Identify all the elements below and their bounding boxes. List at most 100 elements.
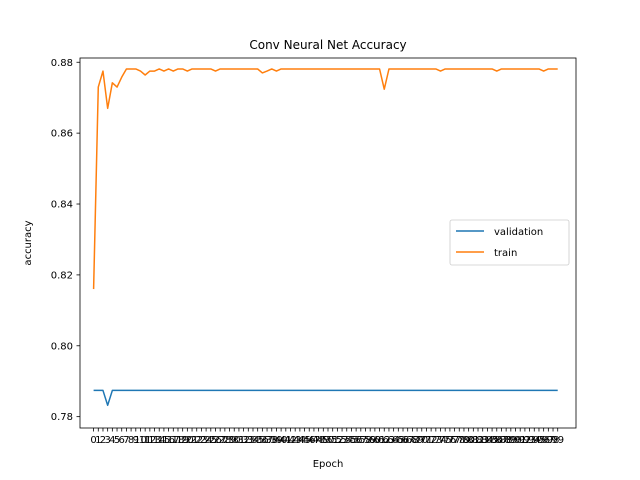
x-tick-label: 3	[104, 435, 110, 446]
x-tick-label: 40	[275, 435, 288, 446]
legend: validation train	[449, 219, 570, 266]
x-tick-label: 33	[242, 435, 255, 446]
x-tick-label: 1	[95, 435, 101, 446]
x-tick-label: 27	[214, 435, 227, 446]
x-tick-label: 76	[444, 435, 457, 446]
series-line-validation	[93, 389, 558, 407]
x-tick-label: 36	[256, 435, 269, 446]
x-tick-label: 61	[373, 435, 386, 446]
x-tick-label: 87	[495, 435, 508, 446]
x-tick-label: 71	[420, 435, 433, 446]
x-tick-label: 75	[439, 435, 452, 446]
x-tick-label: 26	[209, 435, 222, 446]
x-tick-label: 90	[509, 435, 522, 446]
x-tick-label: 39	[270, 435, 283, 446]
x-tick-label: 2	[100, 435, 106, 446]
x-tick-label: 73	[429, 435, 442, 446]
x-tick-label: 37	[261, 435, 274, 446]
series-line-train	[92, 68, 558, 290]
x-tick-label: 7	[123, 435, 129, 446]
x-tick-label: 74	[434, 435, 447, 446]
legend-label-validation: validation	[494, 227, 543, 238]
x-tick-label: 51	[326, 435, 339, 446]
x-tick-label: 30	[228, 435, 241, 446]
x-tick-label: 81	[467, 435, 480, 446]
x-tick-label: 50	[322, 435, 335, 446]
x-tick-label: 41	[279, 435, 292, 446]
x-tick-label: 54	[340, 435, 353, 446]
x-tick-label: 60	[369, 435, 382, 446]
x-tick-label: 43	[289, 435, 302, 446]
x-tick-label: 57	[354, 435, 367, 446]
x-tick-label: 11	[139, 435, 152, 446]
x-tick-label: 69	[411, 435, 424, 446]
x-tick-label: 45	[298, 435, 311, 446]
x-tick-label: 17	[167, 435, 180, 446]
x-tick-label: 35	[251, 435, 264, 446]
y-axis-label: accuracy	[23, 220, 34, 265]
x-tick-label: 53	[336, 435, 349, 446]
x-tick-label: 15	[158, 435, 171, 446]
x-tick-label: 19	[176, 435, 189, 446]
y-tick-label: 0.80	[51, 341, 73, 352]
x-tick-label: 72	[425, 435, 438, 446]
x-tick-label: 12	[143, 435, 156, 446]
x-tick-label: 96	[537, 435, 550, 446]
x-tick-label: 10	[134, 435, 147, 446]
y-axis-ticks: 0.78 0.80 0.82 0.84 0.86 0.88	[51, 58, 80, 423]
x-tick-label: 32	[237, 435, 250, 446]
x-tick-label: 62	[378, 435, 391, 446]
x-tick-label: 38	[265, 435, 278, 446]
x-tick-label: 29	[223, 435, 236, 446]
x-tick-label: 99	[551, 435, 564, 446]
x-tick-label: 44	[294, 435, 307, 446]
x-tick-label: 95	[533, 435, 546, 446]
x-tick-label: 25	[204, 435, 217, 446]
y-tick-label: 0.88	[51, 58, 73, 69]
x-tick-label: 34	[247, 435, 260, 446]
x-tick-label: 77	[448, 435, 461, 446]
x-tick-label: 91	[514, 435, 527, 446]
x-tick-label: 23	[195, 435, 208, 446]
x-tick-label: 68	[406, 435, 419, 446]
x-tick-label: 8	[128, 435, 134, 446]
x-tick-label: 89	[504, 435, 517, 446]
y-tick-label: 0.82	[51, 270, 73, 281]
x-tick-label: 94	[528, 435, 541, 446]
x-tick-label: 46	[303, 435, 316, 446]
x-tick-label: 52	[331, 435, 344, 446]
x-tick-label: 20	[181, 435, 194, 446]
x-tick-label: 18	[172, 435, 185, 446]
x-tick-label: 42	[284, 435, 297, 446]
x-tick-label: 67	[401, 435, 414, 446]
x-tick-label: 93	[523, 435, 536, 446]
x-tick-label: 92	[519, 435, 532, 446]
x-tick-label: 88	[500, 435, 513, 446]
x-tick-label: 0	[90, 435, 96, 446]
x-axis-label: Epoch	[313, 459, 344, 470]
x-tick-label: 14	[153, 435, 166, 446]
x-tick-label: 78	[453, 435, 466, 446]
x-tick-label: 58	[359, 435, 372, 446]
x-tick-label: 86	[490, 435, 503, 446]
plot-frame	[79, 57, 577, 429]
x-tick-label: 70	[415, 435, 428, 446]
x-tick-label: 97	[542, 435, 555, 446]
x-tick-label: 22	[190, 435, 203, 446]
x-tick-label: 48	[312, 435, 325, 446]
x-tick-label: 63	[383, 435, 396, 446]
x-tick-label: 56	[350, 435, 363, 446]
x-tick-label: 4	[109, 435, 115, 446]
x-tick-label: 84	[481, 435, 494, 446]
x-tick-label: 98	[547, 435, 560, 446]
x-tick-label: 24	[200, 435, 213, 446]
x-tick-label: 49	[317, 435, 330, 446]
x-tick-label: 82	[472, 435, 485, 446]
x-tick-label: 13	[148, 435, 161, 446]
series-layer	[92, 68, 558, 407]
y-tick-label: 0.86	[51, 129, 73, 140]
x-tick-label: 79	[458, 435, 471, 446]
x-tick-label: 9	[133, 435, 139, 446]
x-tick-label: 6	[119, 435, 125, 446]
